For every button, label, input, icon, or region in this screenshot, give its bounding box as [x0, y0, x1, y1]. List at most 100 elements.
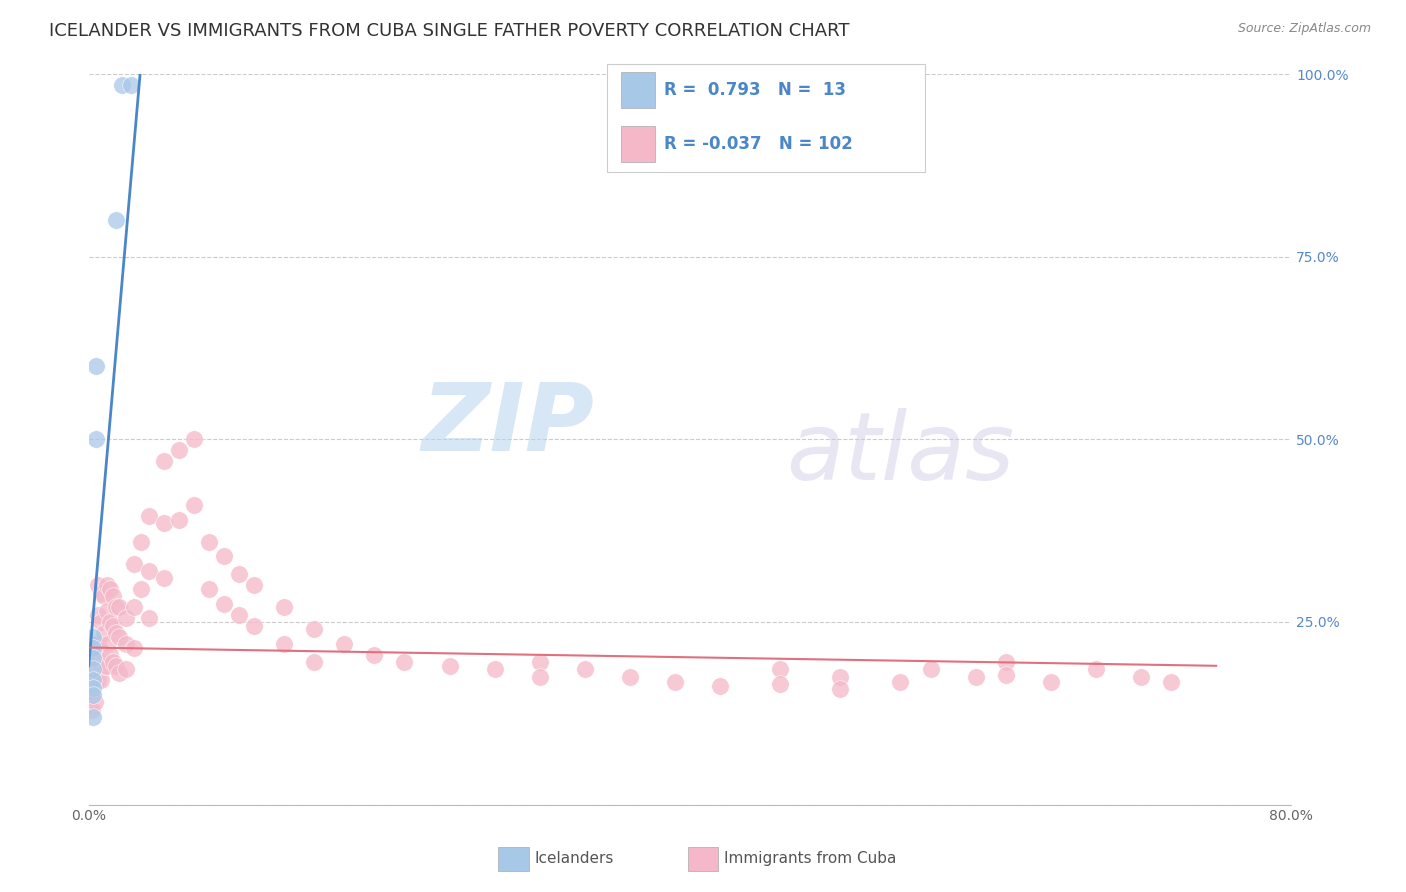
Point: [198, 582, 221, 596]
Point: [96, 637, 118, 651]
Point: [122, 640, 145, 655]
Point: [107, 600, 129, 615]
Point: [122, 557, 145, 571]
Point: [82, 630, 104, 644]
Point: [96, 658, 118, 673]
Point: [302, 655, 325, 669]
Point: [90, 586, 112, 600]
Point: [96, 604, 118, 618]
Text: ZIP: ZIP: [420, 379, 593, 471]
Point: [83, 648, 105, 662]
Point: [80, 703, 103, 717]
Point: [87, 637, 110, 651]
Point: [98, 582, 121, 596]
Point: [115, 637, 138, 651]
Point: [153, 454, 176, 468]
Point: [273, 637, 295, 651]
Point: [80, 655, 103, 669]
Point: [138, 611, 160, 625]
Point: [80, 648, 103, 662]
Text: Icelanders: Icelanders: [534, 851, 613, 865]
Point: [82, 663, 104, 677]
Point: [212, 597, 235, 611]
Point: [709, 679, 731, 693]
Text: R = -0.037   N = 102: R = -0.037 N = 102: [664, 135, 852, 153]
Point: [198, 534, 221, 549]
Point: [93, 626, 115, 640]
Point: [1084, 663, 1107, 677]
Text: R =  0.793   N =  13: R = 0.793 N = 13: [664, 81, 845, 99]
Point: [96, 578, 118, 592]
Point: [394, 655, 416, 669]
Point: [212, 549, 235, 564]
Point: [101, 590, 124, 604]
Point: [104, 213, 127, 227]
Point: [994, 667, 1017, 681]
Point: [1039, 674, 1062, 689]
Point: [529, 655, 551, 669]
Point: [484, 663, 506, 677]
Point: [84, 433, 107, 447]
Point: [664, 674, 686, 689]
Point: [80, 637, 103, 651]
Point: [167, 443, 190, 458]
Point: [83, 658, 105, 673]
Point: [98, 648, 121, 662]
Point: [80, 677, 103, 691]
Point: [302, 622, 325, 636]
Text: ICELANDER VS IMMIGRANTS FROM CUBA SINGLE FATHER POVERTY CORRELATION CHART: ICELANDER VS IMMIGRANTS FROM CUBA SINGLE…: [49, 22, 849, 40]
Point: [107, 630, 129, 644]
Point: [439, 658, 461, 673]
Point: [1160, 674, 1182, 689]
Point: [830, 682, 852, 697]
Point: [830, 670, 852, 684]
Point: [82, 673, 104, 688]
Point: [90, 644, 112, 658]
Point: [120, 78, 142, 92]
Point: [273, 600, 295, 615]
Point: [153, 516, 176, 531]
Text: Immigrants from Cuba: Immigrants from Cuba: [724, 851, 897, 865]
Point: [333, 637, 356, 651]
Point: [80, 670, 103, 684]
Point: [80, 644, 103, 658]
Point: [243, 578, 266, 592]
Point: [994, 655, 1017, 669]
Point: [111, 78, 134, 92]
Point: [87, 607, 110, 622]
Point: [363, 648, 385, 662]
Point: [183, 433, 205, 447]
Point: [104, 658, 127, 673]
Text: Source: ZipAtlas.com: Source: ZipAtlas.com: [1237, 22, 1371, 36]
Point: [84, 359, 107, 374]
Point: [101, 655, 124, 669]
Point: [90, 673, 112, 688]
Point: [138, 509, 160, 524]
Point: [93, 658, 115, 673]
Point: [920, 663, 942, 677]
Point: [131, 534, 153, 549]
Point: [138, 564, 160, 578]
Point: [80, 651, 103, 665]
Point: [101, 618, 124, 632]
Point: [228, 607, 250, 622]
Point: [83, 637, 105, 651]
Point: [82, 710, 104, 724]
Point: [574, 663, 596, 677]
Point: [153, 571, 176, 585]
Point: [183, 498, 205, 512]
Point: [122, 600, 145, 615]
Point: [104, 600, 127, 615]
Point: [104, 626, 127, 640]
Point: [529, 670, 551, 684]
Point: [115, 663, 138, 677]
Point: [243, 618, 266, 632]
Point: [769, 677, 792, 691]
Point: [107, 666, 129, 681]
Point: [1130, 670, 1153, 684]
Point: [87, 578, 110, 592]
Point: [965, 670, 987, 684]
Text: atlas: atlas: [786, 409, 1015, 500]
Point: [83, 640, 105, 655]
Point: [131, 582, 153, 596]
